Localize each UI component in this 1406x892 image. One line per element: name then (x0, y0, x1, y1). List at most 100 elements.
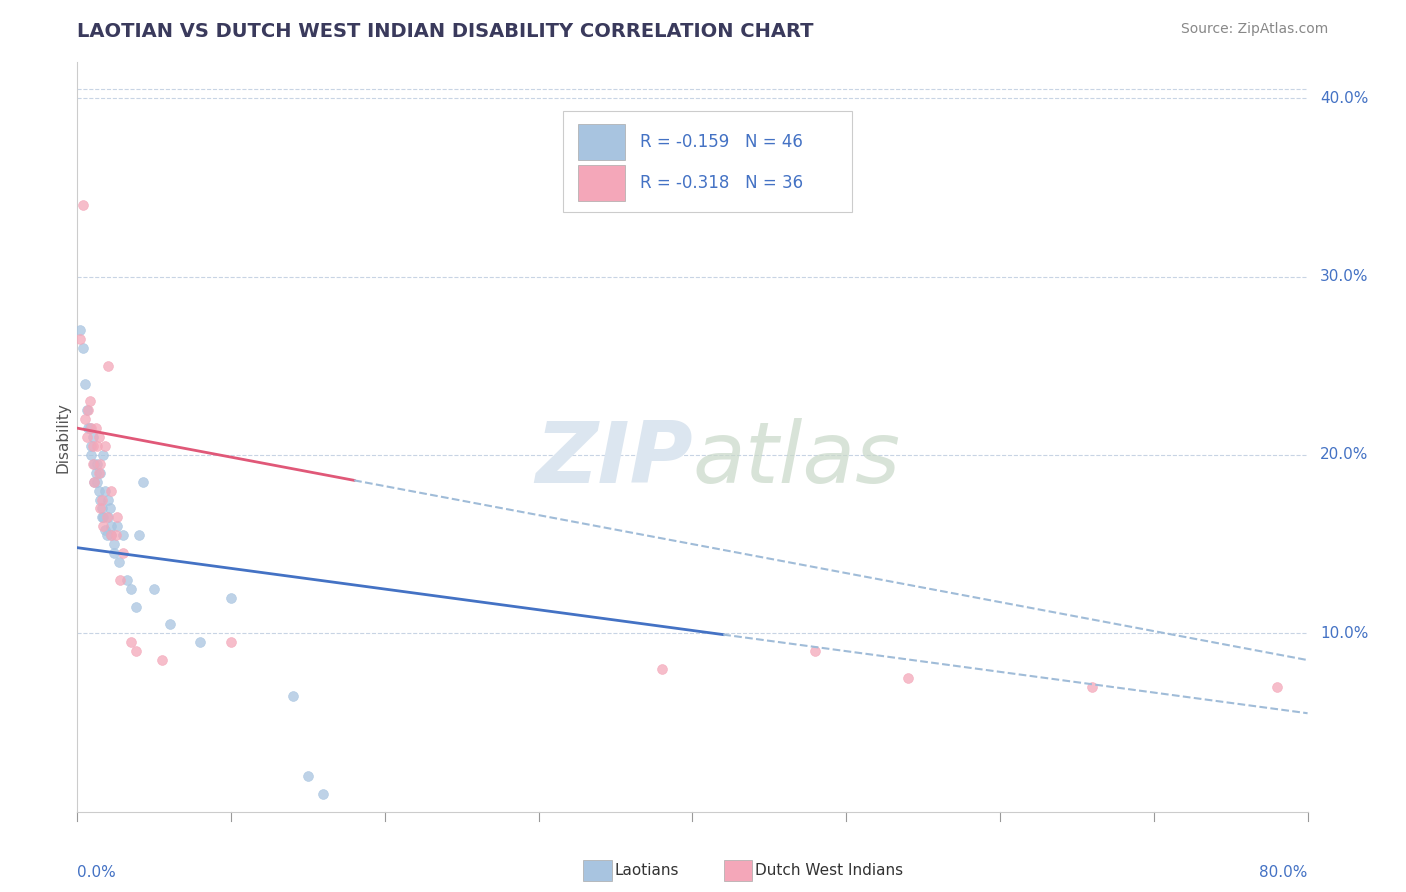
Text: Laotians: Laotians (614, 863, 679, 878)
Text: ZIP: ZIP (534, 418, 693, 501)
Point (98, 501, 121, 516)
Point (159, 617, 181, 632)
Point (105, 510, 128, 524)
Text: LAOTIAN VS DUTCH WEST INDIAN DISABILITY CORRELATION CHART: LAOTIAN VS DUTCH WEST INDIAN DISABILITY … (77, 22, 814, 41)
Point (96, 510, 118, 524)
Point (80, 421, 103, 435)
Point (103, 537, 125, 551)
Point (150, 653, 173, 667)
Text: 20.0%: 20.0% (1320, 448, 1368, 462)
Point (83, 475, 105, 489)
Point (79, 421, 101, 435)
Point (90, 510, 114, 524)
FancyBboxPatch shape (578, 124, 624, 160)
Point (104, 528, 127, 542)
Point (87, 430, 110, 444)
Point (120, 635, 142, 649)
Point (69, 332, 91, 346)
Y-axis label: Disability: Disability (55, 401, 70, 473)
Point (90, 492, 114, 507)
Point (110, 573, 132, 587)
Point (94, 439, 117, 453)
Point (86, 457, 108, 471)
Point (94, 483, 117, 498)
Point (83, 457, 105, 471)
Point (72, 341, 94, 355)
Point (80, 448, 103, 462)
Point (1265, 680, 1288, 694)
Point (84, 421, 107, 435)
Point (132, 475, 155, 489)
Point (84, 466, 107, 480)
Point (312, 787, 335, 801)
Point (1081, 680, 1104, 694)
Text: 10.0%: 10.0% (1320, 626, 1368, 640)
Point (100, 483, 122, 498)
Text: 30.0%: 30.0% (1320, 269, 1368, 284)
Point (83, 475, 105, 489)
Text: 40.0%: 40.0% (1320, 91, 1368, 105)
Point (651, 662, 673, 676)
Text: Source: ZipAtlas.com: Source: ZipAtlas.com (1181, 22, 1329, 37)
Point (87, 483, 110, 498)
Point (125, 599, 148, 614)
Point (96, 528, 118, 542)
Point (89, 466, 111, 480)
Point (143, 582, 166, 596)
Point (77, 403, 100, 417)
Point (80, 439, 103, 453)
Point (100, 528, 122, 542)
FancyBboxPatch shape (564, 112, 852, 212)
Point (804, 644, 827, 658)
Point (219, 591, 242, 605)
Point (97, 492, 120, 507)
Text: 0.0%: 0.0% (77, 865, 117, 880)
Point (281, 689, 304, 703)
Point (76, 430, 98, 444)
Point (188, 635, 212, 649)
Point (94, 523, 117, 537)
Text: Dutch West Indians: Dutch West Indians (755, 863, 903, 878)
Point (89, 492, 111, 507)
Text: R = -0.318   N = 36: R = -0.318 N = 36 (640, 174, 803, 192)
Point (112, 546, 135, 560)
Point (115, 573, 138, 587)
Point (69, 323, 91, 337)
Point (128, 528, 150, 542)
Point (86, 439, 108, 453)
Point (76, 403, 98, 417)
Point (120, 582, 142, 596)
Point (103, 546, 125, 560)
Point (73, 376, 96, 391)
Point (897, 671, 920, 685)
Point (93, 510, 115, 524)
Point (79, 394, 101, 409)
Point (93, 519, 115, 533)
Point (82, 457, 104, 471)
Point (73, 412, 96, 426)
Point (82, 439, 104, 453)
Point (105, 519, 128, 533)
Point (219, 635, 242, 649)
Point (108, 555, 131, 569)
Point (93, 448, 115, 462)
Point (297, 769, 319, 783)
Point (89, 501, 111, 516)
Point (82, 430, 104, 444)
Point (87, 466, 110, 480)
Point (72, 198, 94, 212)
Point (90, 501, 114, 516)
Point (86, 475, 108, 489)
FancyBboxPatch shape (578, 165, 624, 201)
Point (97, 359, 120, 373)
Point (89, 457, 111, 471)
Text: atlas: atlas (693, 418, 900, 501)
Point (100, 519, 122, 533)
Point (77, 421, 100, 435)
Point (112, 528, 135, 542)
Point (100, 528, 122, 542)
Text: R = -0.159   N = 46: R = -0.159 N = 46 (640, 133, 803, 151)
Text: 80.0%: 80.0% (1260, 865, 1308, 880)
Point (125, 644, 148, 658)
Point (97, 510, 120, 524)
